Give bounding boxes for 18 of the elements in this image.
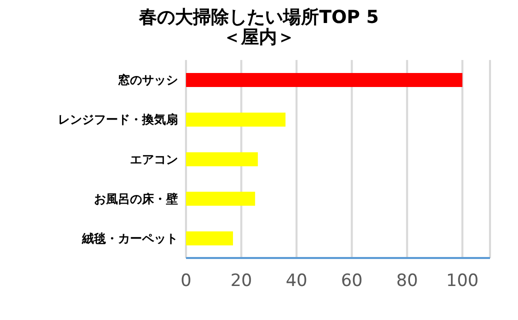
y-tick-label: お風呂の床・壁 <box>94 192 178 206</box>
x-tick-label: 80 <box>396 271 418 292</box>
y-tick-label: レンジフード・換気扇 <box>58 112 178 127</box>
chart-subtitle: ＜屋内＞ <box>222 27 296 48</box>
bar <box>186 152 258 166</box>
y-tick-label: 絨毯・カーペット <box>81 231 178 246</box>
x-tick-label: 60 <box>341 271 363 292</box>
x-tick-label: 20 <box>230 271 252 292</box>
x-tick-label: 0 <box>180 271 192 292</box>
x-tick-label: 100 <box>446 271 479 292</box>
x-tick-label: 40 <box>286 271 308 292</box>
chart-title: 春の大掃除したい場所TOP 5 <box>138 7 380 28</box>
bar <box>186 112 286 127</box>
bar <box>186 231 233 246</box>
bar <box>186 192 256 206</box>
y-tick-label: 窓のサッシ <box>118 73 178 88</box>
bar <box>186 73 462 87</box>
y-tick-label: エアコン <box>130 152 178 166</box>
